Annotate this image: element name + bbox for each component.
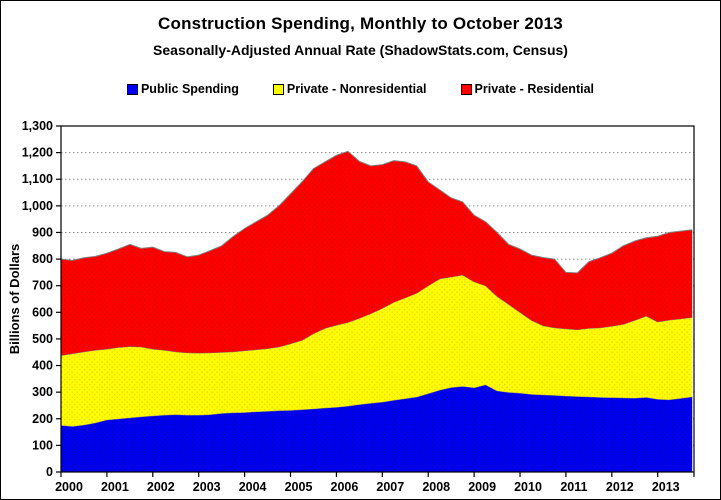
y-tick-label: 1,100 — [22, 172, 53, 186]
x-tick-label: 2004 — [239, 480, 267, 494]
y-tick-label: 0 — [46, 465, 53, 479]
x-tick-label: 2008 — [422, 480, 450, 494]
y-tick-label: 800 — [32, 252, 53, 266]
plot-border — [60, 125, 695, 473]
x-tick-label: 2012 — [606, 480, 634, 494]
y-tick-label: 500 — [32, 332, 53, 346]
y-tick-label: 1,200 — [22, 146, 53, 160]
y-tick-label: 100 — [32, 438, 53, 452]
y-axis: 0 100 200 300 400 500 600 700 800 900 1,000 1,100 1,… — [22, 119, 61, 479]
x-tick-label: 2003 — [193, 480, 221, 494]
x-tick-label: 2010 — [514, 480, 542, 494]
y-tick-label: 1,300 — [22, 119, 53, 133]
legend-label: Private - Residential — [474, 82, 595, 96]
y-tick-label: 1,000 — [22, 199, 53, 213]
y-tick-label: 700 — [32, 279, 53, 293]
area-private-residential-texture — [61, 151, 693, 356]
legend-swatch-icon — [126, 83, 138, 95]
area-private-nonresidential-texture — [61, 275, 693, 427]
legend: Public Spending Private - Nonresidential P… — [1, 82, 720, 96]
legend-item-private-residential: Private - Residential — [460, 82, 595, 96]
x-tick-label: 2000 — [55, 480, 83, 494]
chart-subtitle: Seasonally-Adjusted Annual Rate (ShadowS… — [153, 42, 568, 58]
y-tick-label: 300 — [32, 385, 53, 399]
x-tick-label: 2002 — [147, 480, 175, 494]
area-private-residential-outline — [60, 150, 693, 274]
y-tick-label: 400 — [32, 359, 53, 373]
area-public-spending-texture — [61, 384, 693, 472]
x-tick-label: 2009 — [468, 480, 496, 494]
legend-label: Public Spending — [140, 82, 239, 96]
x-tick-label: 2001 — [101, 480, 129, 494]
legend-item-private-nonresidential: Private - Nonresidential — [272, 82, 427, 96]
legend-swatch-icon — [272, 83, 284, 95]
chart-title: Construction Spending, Monthly to Octobe… — [158, 14, 563, 33]
x-tick-label: 2005 — [285, 480, 313, 494]
y-tick-label: 900 — [32, 225, 53, 239]
x-tick-label: 2007 — [376, 480, 404, 494]
y-tick-label: 200 — [32, 412, 53, 426]
x-tick-label: 2013 — [652, 480, 680, 494]
x-axis: 2000 2001 2002 2003 2004 2005 2006 2007 2008 2009… — [55, 472, 695, 494]
y-tick-label: 600 — [32, 305, 53, 319]
x-tick-label: 2006 — [331, 480, 359, 494]
x-tick-label: 2011 — [560, 480, 587, 494]
legend-item-public-spending: Public Spending — [126, 82, 239, 96]
legend-label: Private - Nonresidential — [286, 82, 427, 96]
legend-swatch-icon — [460, 83, 472, 95]
